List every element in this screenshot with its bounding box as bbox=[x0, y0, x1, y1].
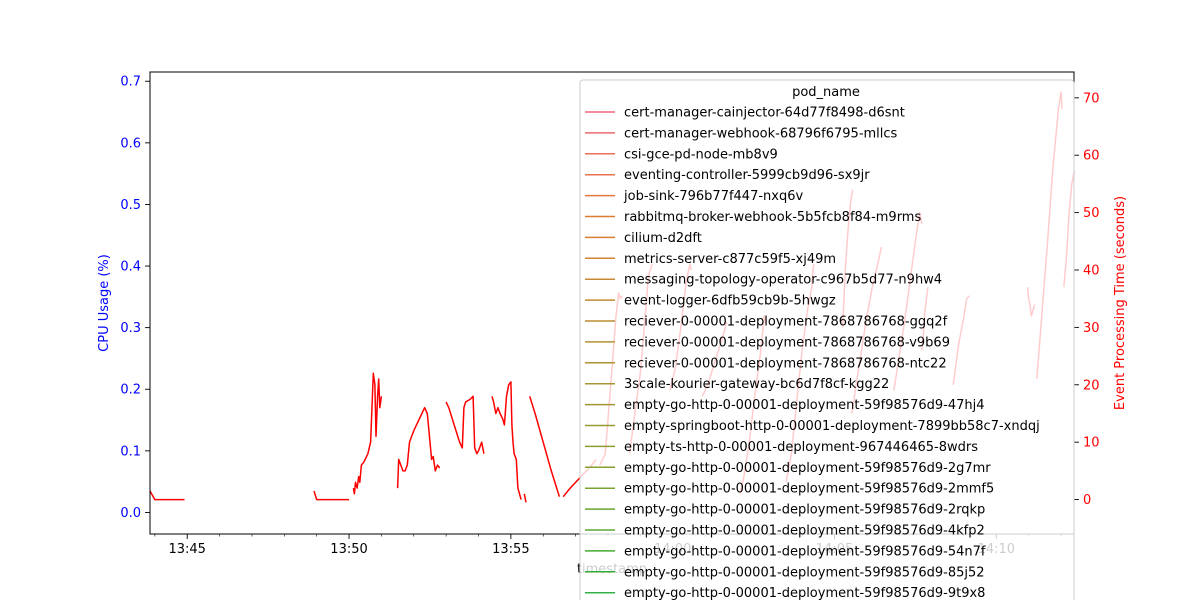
y-right-tick-label: 20 bbox=[1083, 378, 1100, 393]
legend-entry-label: rabbitmq-broker-webhook-5b5fcb8f84-m9rms bbox=[624, 210, 921, 225]
y-axis-left: 0.0 0.1 0.2 0.3 0.4 0.5 0.6 0.7 bbox=[120, 75, 150, 521]
legend-title: pod_name bbox=[792, 85, 860, 100]
x-tick-label: 13:50 bbox=[330, 542, 367, 557]
y-right-tick-label: 50 bbox=[1083, 206, 1100, 221]
legend-entry-label: empty-go-http-0-00001-deployment-59f9857… bbox=[624, 524, 985, 539]
y-right-tick-label: 60 bbox=[1083, 149, 1100, 164]
legend-entry-label: csi-gce-pd-node-mb8v9 bbox=[624, 147, 778, 162]
series-line-segment bbox=[313, 490, 349, 501]
legend-entry-label: reciever-0-00001-deployment-7868786768-v… bbox=[624, 335, 950, 350]
legend-entry-label: event-logger-6dfb59cb9b-5hwgz bbox=[624, 294, 836, 309]
series-line-segment bbox=[149, 490, 185, 501]
legend-entry-label: cert-manager-webhook-68796f6795-mllcs bbox=[624, 126, 898, 141]
legend-entry-label: empty-go-http-0-00001-deployment-59f9857… bbox=[624, 398, 985, 413]
y-right-tick-label: 30 bbox=[1083, 321, 1100, 336]
y-right-tick-label: 0 bbox=[1083, 493, 1091, 508]
series-line-segment bbox=[528, 396, 561, 497]
legend-entry-label: empty-springboot-http-0-00001-deployment… bbox=[624, 419, 1040, 434]
y-left-tick-label: 0.4 bbox=[120, 260, 141, 275]
y-left-tick-label: 0.0 bbox=[120, 506, 141, 521]
legend-entry-label: cert-manager-cainjector-64d77f8498-d6snt bbox=[624, 106, 905, 121]
x-tick-label: 13:55 bbox=[492, 542, 529, 557]
legend-entry-label: empty-go-http-0-00001-deployment-59f9857… bbox=[624, 544, 986, 559]
legend-entry-label: reciever-0-00001-deployment-7868786768-g… bbox=[624, 315, 948, 330]
legend-box bbox=[579, 79, 1075, 600]
legend-entry-label: metrics-server-c877c59f5-xj49m bbox=[624, 252, 836, 267]
series-line-segment bbox=[445, 395, 485, 455]
series-line-segment bbox=[491, 381, 522, 500]
legend-entry-label: cilium-d2dft bbox=[624, 231, 702, 246]
y-axis-left-label: CPU Usage (%) bbox=[97, 254, 112, 352]
y-axis-right-label: Event Processing Time (seconds) bbox=[1113, 196, 1128, 410]
legend-entry-label: empty-ts-http-0-00001-deployment-9674464… bbox=[624, 440, 978, 455]
legend-entry-label: empty-go-http-0-00001-deployment-59f9857… bbox=[624, 586, 985, 600]
legend-entry-label: empty-go-http-0-00001-deployment-59f9857… bbox=[624, 482, 994, 497]
y-right-tick-label: 40 bbox=[1083, 264, 1100, 279]
legend-entry-label: job-sink-796b77f447-nxq6v bbox=[623, 189, 803, 204]
legend-entry-label: messaging-topology-operator-c967b5d77-n9… bbox=[624, 273, 942, 288]
y-left-tick-label: 0.7 bbox=[120, 75, 141, 90]
legend-entries: cert-manager-cainjector-64d77f8498-d6snt… bbox=[585, 106, 1040, 600]
series-line-segment bbox=[352, 372, 383, 495]
legend-entry-label: reciever-0-00001-deployment-7868786768-n… bbox=[624, 356, 947, 371]
y-right-tick-label: 10 bbox=[1083, 436, 1100, 451]
y-left-tick-label: 0.1 bbox=[120, 444, 141, 459]
y-left-tick-label: 0.6 bbox=[120, 136, 141, 151]
legend-entry-label: empty-go-http-0-00001-deployment-59f9857… bbox=[624, 565, 985, 580]
y-axis-right: 0 10 20 30 40 50 60 70 bbox=[1074, 91, 1100, 508]
y-right-tick-label: 70 bbox=[1083, 91, 1100, 106]
legend: pod_name cert-manager-cainjector-64d77f8… bbox=[579, 79, 1075, 600]
legend-entry-label: empty-go-http-0-00001-deployment-59f9857… bbox=[624, 503, 985, 518]
series-line-segment bbox=[523, 493, 527, 503]
y-left-tick-label: 0.5 bbox=[120, 198, 141, 213]
legend-entry-label: 3scale-kourier-gateway-bc6d7f8cf-kgg22 bbox=[624, 377, 889, 392]
y-left-tick-label: 0.3 bbox=[120, 321, 141, 336]
legend-entry-label: eventing-controller-5999cb9d96-sx9jr bbox=[624, 168, 870, 183]
series-line-segment bbox=[396, 406, 441, 489]
y-left-tick-label: 0.2 bbox=[120, 383, 141, 398]
legend-entry-label: empty-go-http-0-00001-deployment-59f9857… bbox=[624, 461, 991, 476]
x-tick-label: 13:45 bbox=[168, 542, 205, 557]
